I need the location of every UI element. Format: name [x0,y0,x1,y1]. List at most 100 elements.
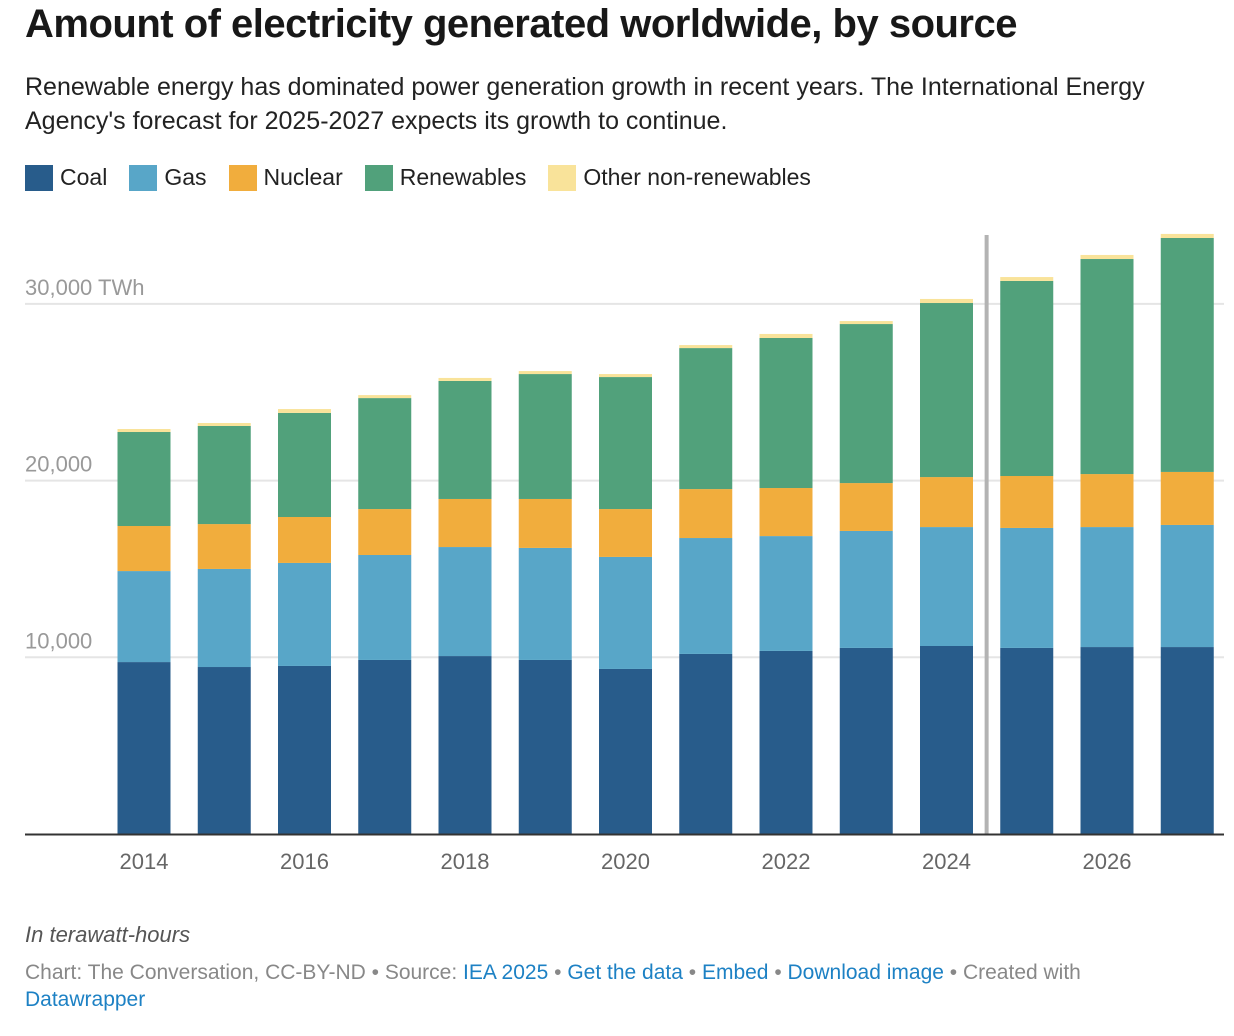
bar-renewables-2014 [117,432,171,527]
separator: • [548,961,568,984]
bar-gas-2015 [197,568,251,668]
legend: Coal Gas Nuclear Renewables Other non-renewa… [25,164,833,191]
legend-item-coal: Coal [25,164,107,191]
bar-other-non-renewables-2024 [920,298,973,304]
bar-nuclear-2026 [1080,474,1134,528]
bar-nuclear-2023 [839,483,893,531]
source-link[interactable]: IEA 2025 [463,961,549,984]
bar-other-non-renewables-2027 [1160,233,1214,238]
x-tick-label: 2024 [922,849,971,874]
bar-other-non-renewables-2019 [518,371,572,375]
separator: • [682,961,702,984]
bar-renewables-2025 [1000,280,1054,477]
y-tick-label: 10,000 [25,628,92,653]
stacked-bar-chart: 10,000 20,000 30,000 TWh 2014 2016 2018 2020 20… [25,233,1224,874]
bar-gas-2025 [1000,527,1054,648]
x-tick-label: 2014 [120,849,169,874]
bar-coal-2027 [1160,647,1214,834]
x-tick-label: 2022 [762,849,811,874]
bar-nuclear-2020 [599,509,652,557]
bar-gas-2023 [839,530,893,648]
y-tick-label: 30,000 TWh [25,275,144,300]
bar-nuclear-2022 [759,488,813,537]
bar-nuclear-2015 [197,524,251,569]
bar-gas-2014 [117,571,171,663]
bar-coal-2014 [117,662,171,834]
legend-label: Nuclear [263,164,343,190]
bar-nuclear-2021 [679,489,733,539]
get-data-link[interactable]: Get the data [567,961,683,984]
datawrapper-link[interactable]: Datawrapper [25,988,146,1011]
bar-coal-2026 [1080,647,1134,834]
bar-renewables-2026 [1080,259,1134,475]
bar-other-non-renewables-2025 [1000,277,1054,281]
bar-nuclear-2027 [1160,471,1214,525]
separator: • [768,961,788,984]
bar-nuclear-2017 [358,509,412,555]
bar-nuclear-2019 [518,498,572,548]
bar-other-non-renewables-2022 [759,333,813,339]
bar-renewables-2019 [518,374,572,499]
credit-text: Chart: The Conversation, CC-BY-ND • Sour… [25,961,464,984]
created-with-text: • Created with [943,961,1081,984]
bar-renewables-2018 [438,380,492,499]
x-tick-label: 2026 [1083,849,1132,874]
legend-item-renewables: Renewables [364,164,527,191]
bar-nuclear-2018 [438,498,492,548]
y-tick-label: 20,000 [25,452,92,477]
x-tick-label: 2020 [601,849,650,874]
bar-renewables-2027 [1160,237,1214,472]
bar-coal-2019 [518,659,572,834]
bar-renewables-2024 [920,303,973,478]
bar-renewables-2017 [358,398,412,510]
legend-swatch [25,164,53,191]
chart-title: Amount of electricity generated worldwid… [25,2,1018,46]
bar-gas-2020 [599,556,652,669]
bar-renewables-2020 [599,377,652,510]
legend-label: Coal [60,164,108,190]
bar-coal-2017 [358,659,412,834]
legend-label: Renewables [399,164,527,190]
legend-item-other-non-renewables: Other non-renewables [548,164,811,191]
download-image-link[interactable]: Download image [787,961,944,984]
legend-item-nuclear: Nuclear [228,164,343,191]
bar-gas-2021 [679,538,733,654]
bar-nuclear-2016 [278,517,331,563]
legend-item-gas: Gas [129,164,207,191]
bar-other-non-renewables-2020 [599,374,652,378]
legend-label: Other non-renewables [583,164,811,190]
legend-swatch [548,164,577,191]
bar-renewables-2022 [759,338,813,489]
bar-gas-2018 [438,547,492,657]
bar-gas-2024 [920,527,973,646]
legend-label: Gas [164,164,207,190]
bar-coal-2018 [438,656,492,834]
bar-nuclear-2025 [1000,476,1054,528]
chart-subtitle: Renewable energy has dominated power gen… [25,73,1145,135]
bar-coal-2016 [278,665,331,834]
legend-swatch [228,164,257,191]
x-tick-label: 2018 [441,849,490,874]
bar-coal-2020 [599,668,652,834]
bar-other-non-renewables-2026 [1080,254,1134,260]
bar-coal-2021 [679,653,733,834]
bar-coal-2025 [1000,647,1054,834]
bar-gas-2022 [759,536,813,651]
bar-renewables-2016 [278,412,331,518]
bar-nuclear-2024 [920,477,973,528]
footer: Chart: The Conversation, CC-BY-ND • Sour… [25,959,1175,1013]
bar-gas-2016 [278,562,331,666]
legend-swatch [129,164,158,191]
bar-other-non-renewables-2017 [358,395,412,399]
bar-gas-2017 [358,554,412,660]
bar-other-non-renewables-2023 [839,321,893,325]
bar-coal-2022 [759,650,813,834]
bar-renewables-2015 [197,425,251,525]
bar-other-non-renewables-2016 [278,409,331,413]
bar-renewables-2023 [839,324,893,484]
bar-other-non-renewables-2021 [679,345,733,349]
unit-note: In terawatt-hours [25,922,191,947]
bar-coal-2024 [920,645,973,834]
bar-other-non-renewables-2018 [438,377,492,381]
embed-link[interactable]: Embed [701,961,769,984]
